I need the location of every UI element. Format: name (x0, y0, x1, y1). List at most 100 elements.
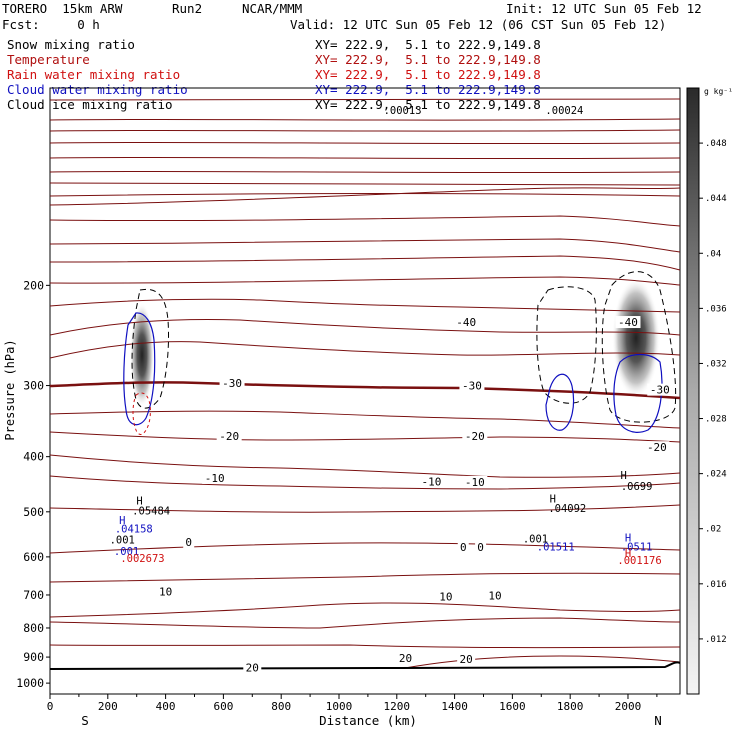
extrema-label: .001 (523, 533, 548, 545)
temperature-contour (49, 298, 681, 313)
temperature-contour (49, 454, 681, 478)
colorbar-tick-label: .036 (705, 304, 727, 314)
colorbar-tick-label: .024 (705, 470, 727, 480)
cloud-water-contours (123, 312, 663, 433)
x-end-label-south: S (81, 713, 89, 728)
temperature-label-bg (396, 652, 415, 665)
x-tick-label: 1000 (326, 700, 353, 713)
rain-water-contour (132, 392, 151, 435)
extrema-label: H (136, 495, 142, 507)
temperature-contour (49, 98, 681, 101)
extrema-label: H (625, 548, 631, 560)
x-tick-label: 1200 (384, 700, 411, 713)
temperature-label-bg (216, 430, 242, 443)
temperature-label-bg (615, 316, 641, 329)
extrema-label: H (119, 515, 125, 527)
plot-frame (49, 87, 681, 695)
x-tick-label: 400 (156, 700, 176, 713)
cloud-water-contour (545, 373, 575, 431)
colorbar-tick-label: .02 (705, 525, 721, 535)
extrema-label: .00024 (545, 105, 583, 117)
field-name: Cloud ice mixing ratio (7, 97, 173, 112)
temperature-label: -40 (456, 316, 476, 329)
temperature-contour (49, 187, 681, 206)
x-tick-label: 800 (271, 700, 291, 713)
temperature-label-bg (459, 379, 485, 392)
y-tick-label: 200 (23, 278, 44, 292)
field-xy: XY= 222.9, 5.1 to 222.9,149.8 (315, 37, 541, 52)
temperature-label-bg (462, 430, 488, 443)
temperature-contour (49, 602, 681, 618)
x-tick-label: 2000 (615, 700, 642, 713)
temperature-label-bg (219, 377, 245, 390)
cloud-water-contour (123, 312, 156, 426)
temperature-label: 0 (477, 541, 484, 554)
colorbar-tick-label: .016 (705, 580, 727, 590)
temperature-contour (49, 215, 681, 227)
field-xy: XY= 222.9, 5.1 to 222.9,149.8 (315, 82, 541, 97)
temperature-contour (49, 182, 681, 186)
temperature-contour (49, 141, 681, 145)
field-name: Rain water mixing ratio (7, 67, 181, 82)
temperature-contour (49, 118, 681, 121)
field-name: Cloud water mixing ratio (7, 82, 188, 97)
temperature-label: -10 (422, 475, 442, 488)
temperature-label-bg (243, 661, 262, 674)
field-name: Temperature (7, 52, 90, 67)
init-time: Init: 12 UTC Sun 05 Feb 12 (506, 1, 702, 16)
temperature-contour (49, 255, 681, 271)
temperature-label-bg (647, 383, 673, 396)
temperature-contour (49, 431, 681, 443)
y-tick-label: 300 (23, 379, 44, 393)
terrain-line (49, 661, 681, 670)
colorbar-tick-label: .032 (705, 359, 727, 369)
run-label: Run2 (172, 1, 203, 16)
colorbar-ticks: .012 .016 .02 .024 .028 .032 .036 .04 .044 .048 (699, 139, 727, 645)
temperature-label: -40 (618, 316, 638, 329)
temperature-label-bg (475, 540, 487, 553)
temperature-contour (49, 156, 681, 160)
temperature-contour (49, 341, 681, 359)
x-tick-label: 0 (47, 700, 54, 713)
temperature-label: 10 (488, 590, 501, 603)
extrema-labels: H.05484H.04158.001.001.002673.00013.0002… (110, 105, 662, 567)
temperature-label: 10 (159, 585, 172, 598)
snow-blob (612, 278, 660, 398)
extrema-label: .001 (110, 534, 135, 546)
temperature-contour (49, 410, 681, 429)
temperature-label-bg (486, 589, 505, 602)
x-axis-label: Distance (km) (319, 713, 417, 728)
colorbar-tick-label: .012 (705, 635, 727, 645)
temperature-label-bg (156, 585, 175, 598)
temperature-contour (49, 319, 681, 336)
snow-shading (130, 278, 660, 407)
extrema-label: .04158 (115, 524, 153, 536)
model-title: TORERO 15km ARW (2, 1, 123, 16)
extrema-label: H (625, 533, 631, 545)
temperature-label: -10 (205, 472, 225, 485)
temperature-contour (49, 276, 681, 286)
temperature-contour (49, 617, 681, 629)
temperature-contour (49, 129, 681, 132)
colorbar-tick-label: .044 (705, 194, 727, 204)
temperature-label-bg (436, 590, 455, 603)
extrema-label: H (620, 470, 626, 482)
temperature-label: 20 (399, 652, 412, 665)
valid-time: Valid: 12 UTC Sun 05 Feb 12 (06 CST Sun … (290, 17, 667, 32)
temperature-contour (49, 572, 681, 583)
temperature-contour (49, 504, 681, 513)
x-tick-label: 1800 (557, 700, 584, 713)
temperature-contour (49, 238, 681, 253)
temperature-label: -20 (647, 441, 667, 454)
x-tick-label: 600 (213, 700, 233, 713)
colorbar-tick-label: .04 (705, 249, 721, 259)
temperature-labels: -40 -40-30 -30 -30-20 -20-20-10 -10 -100 0 010 10… (156, 316, 673, 674)
y-tick-label: 500 (23, 505, 44, 519)
snow-contour (131, 288, 169, 409)
temperature-contours (49, 98, 681, 669)
extrema-label: .0511 (621, 542, 653, 554)
y-axis-label: Pressure (hPa) (3, 339, 17, 440)
colorbar-tick-label: .048 (705, 139, 727, 149)
temperature-label-bg (202, 471, 228, 484)
